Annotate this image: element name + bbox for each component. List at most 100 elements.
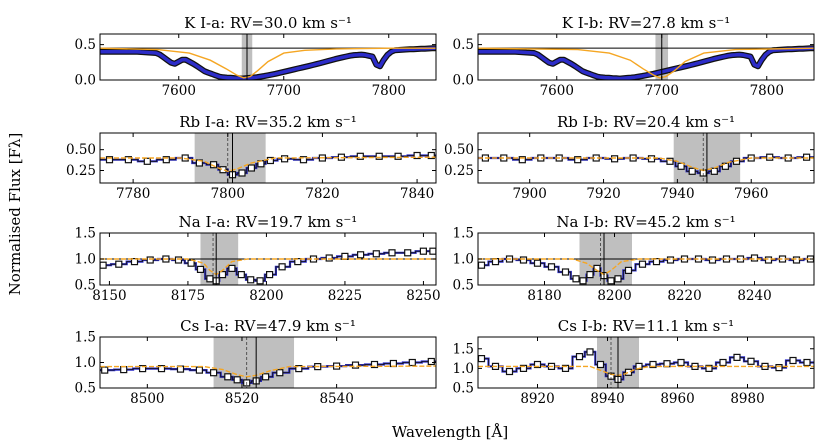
observed-point xyxy=(764,256,773,264)
y-tick-label: 0.0 xyxy=(453,73,474,89)
observed-point xyxy=(649,360,657,369)
observed-point xyxy=(596,360,605,369)
panel-rbi-a: 7780 7800 7820 7840 0.25 0.50 Rb I-a: RV=35.2 … xyxy=(66,113,437,202)
observed-point xyxy=(610,155,619,163)
observed-point xyxy=(120,366,128,374)
panel-title: Cs I-a: RV=47.9 km s⁻¹ xyxy=(180,317,356,335)
x-tick-label: 7780 xyxy=(116,186,150,202)
observed-point xyxy=(688,167,696,175)
panel-nai-b: 8180 8200 8220 8240 0.5 1.0 1.5 Na I-b: RV=45.2… xyxy=(453,213,815,304)
observed-point xyxy=(505,367,514,376)
observed-point xyxy=(586,348,594,356)
x-tick-label: 8240 xyxy=(737,288,771,304)
plot-area xyxy=(478,133,814,183)
observed-point xyxy=(677,358,685,367)
observed-point xyxy=(708,256,717,264)
observed-point xyxy=(351,361,360,369)
observed-point xyxy=(478,355,486,363)
observed-point xyxy=(792,256,801,264)
observed-point xyxy=(325,254,333,262)
x-tick-label: 7800 xyxy=(211,186,245,202)
observed-point xyxy=(561,364,570,372)
observed-point xyxy=(408,358,416,367)
x-tick-label: 8520 xyxy=(225,391,259,407)
panel-title: Cs I-b: RV=11.1 km s⁻¹ xyxy=(558,317,734,335)
observed-point xyxy=(237,271,245,279)
observed-point xyxy=(233,376,241,384)
model-spectrum xyxy=(100,156,436,173)
y-tick-label: 1.5 xyxy=(453,226,474,242)
x-tick-label: 8200 xyxy=(597,288,631,304)
observed-point xyxy=(146,256,154,264)
panel-ki-a: 7600 7700 7800 0.0 0.5 K I-a: RV=30.0 km s⁻¹ xyxy=(75,14,437,99)
observed-point xyxy=(747,357,755,365)
observed-point xyxy=(624,266,633,274)
axes-frame xyxy=(477,132,815,184)
observed-point xyxy=(561,268,570,276)
x-tick-label: 8200 xyxy=(249,288,283,304)
observed-point xyxy=(652,258,661,266)
observed-point xyxy=(574,156,582,164)
panel-title: Na I-a: RV=19.7 km s⁻¹ xyxy=(179,213,358,231)
observed-point xyxy=(519,256,528,264)
axes-frame xyxy=(99,33,437,81)
observed-point xyxy=(547,263,556,271)
observed-point xyxy=(572,275,580,283)
plot-area xyxy=(100,133,436,183)
observed-point xyxy=(635,362,643,370)
panel-title: Na I-b: RV=45.2 km s⁻¹ xyxy=(556,213,735,231)
plot-area xyxy=(100,233,436,285)
observed-point xyxy=(721,162,730,170)
x-tick-label: 8920 xyxy=(520,391,554,407)
observed-point xyxy=(575,353,584,361)
observed-point xyxy=(162,156,170,164)
observed-point xyxy=(533,360,542,369)
observed-point xyxy=(210,369,218,377)
y-tick-label: 1.0 xyxy=(453,361,474,377)
observed-point xyxy=(124,156,133,164)
observed-point xyxy=(789,356,797,365)
observed-point xyxy=(375,152,383,160)
model-spectrum xyxy=(100,365,436,378)
observed-point xyxy=(419,247,427,255)
observed-point xyxy=(775,364,783,372)
observed-point xyxy=(143,157,151,165)
observed-point xyxy=(247,276,255,284)
observed-point xyxy=(647,155,656,163)
panel-title: K I-a: RV=30.0 km s⁻¹ xyxy=(184,14,352,32)
observed-point xyxy=(533,259,542,267)
x-tick-label: 8150 xyxy=(92,288,126,304)
observed-point xyxy=(614,275,622,283)
x-tick-label: 7960 xyxy=(734,186,768,202)
x-axis-label: Wavelength [Å] xyxy=(392,423,508,441)
panel-csi-a: 8500 8520 8540 0.5 1.0 1.5 Cs I-a: RV=47.9 km … xyxy=(75,317,437,407)
observed-point xyxy=(624,368,633,376)
observed-point xyxy=(719,358,727,367)
axes-frame xyxy=(477,33,815,81)
observed-point xyxy=(219,166,227,174)
y-tick-label: 0.5 xyxy=(453,37,474,53)
observed-point xyxy=(238,169,246,177)
x-tick-label: 8250 xyxy=(406,288,440,304)
observed-point xyxy=(519,364,528,372)
observed-point xyxy=(429,247,436,255)
panel-ki-b: 7600 7700 7800 0.0 0.5 K I-b: RV=27.8 km s⁻¹ xyxy=(453,14,815,99)
observed-point xyxy=(224,373,232,381)
observed-point xyxy=(478,261,486,269)
observed-point xyxy=(427,357,435,366)
y-tick-label: 0.5 xyxy=(453,278,474,294)
plot-area xyxy=(478,337,814,388)
panel-title: K I-b: RV=27.8 km s⁻¹ xyxy=(562,14,730,32)
observed-point xyxy=(413,151,421,160)
observed-point xyxy=(278,263,286,271)
observed-point xyxy=(262,373,270,381)
y-tick-label: 0.5 xyxy=(75,278,96,294)
panel-title: Rb I-a: RV=35.2 km s⁻¹ xyxy=(179,113,356,131)
y-tick-label: 0.5 xyxy=(75,381,96,397)
observed-point xyxy=(518,156,526,164)
observed-point xyxy=(105,156,114,164)
plot-area xyxy=(100,34,436,80)
plot-area xyxy=(478,34,814,80)
